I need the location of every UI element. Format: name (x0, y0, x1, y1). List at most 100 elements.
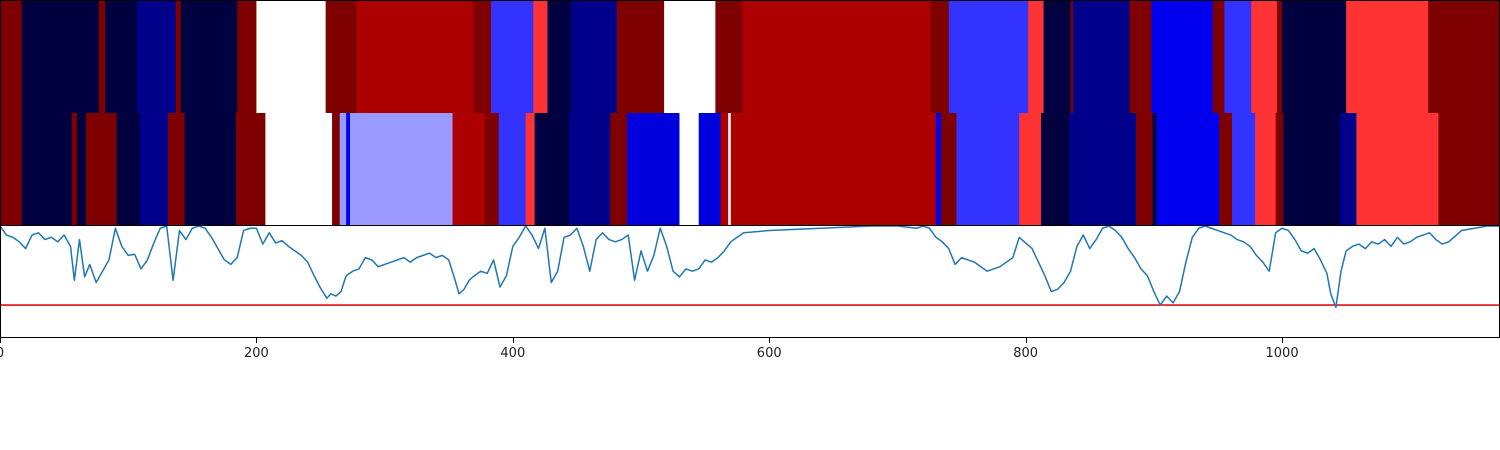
x-axis: 0 200 400 600 800 1000 (0, 338, 1500, 368)
band-top-segment-2 (98, 0, 106, 113)
x-tick-mark (0, 338, 1, 343)
band-top-segment-9 (325, 0, 357, 113)
x-tick-label: 600 (756, 346, 782, 361)
band-mid-segment-2 (71, 113, 78, 225)
band-top-segment-29 (1224, 0, 1252, 113)
band-mid-segment-11 (265, 113, 333, 225)
band-mid-segment-8 (167, 113, 186, 225)
x-tick-label: 400 (500, 346, 526, 361)
band-mid-segment-42 (1283, 113, 1341, 225)
band-mid-segment-30 (941, 113, 957, 225)
series-line (0, 226, 1500, 309)
band-mid-segment-26 (720, 113, 729, 225)
band-mid-segment-1 (21, 113, 73, 225)
band-top-segment-20 (930, 0, 950, 113)
band-mid-segment-17 (484, 113, 500, 225)
x-tick-mark (769, 338, 771, 343)
band-mid-segment-39 (1232, 113, 1256, 225)
band-top-segment-18 (715, 0, 743, 113)
band-mid-segment-43 (1339, 113, 1357, 225)
x-tick-label: 200 (243, 346, 269, 361)
band-mid-segment-7 (139, 113, 169, 225)
band-mid-segment-27 (728, 113, 732, 225)
band-top-segment-27 (1151, 0, 1214, 113)
band-mid-segment-29 (935, 113, 942, 225)
band-top-segment-34 (1428, 0, 1500, 113)
x-tick-label: 0 (0, 346, 4, 361)
band-top-segment-23 (1043, 0, 1071, 113)
band-top-segment-13 (533, 0, 548, 113)
band-top-segment-11 (473, 0, 492, 113)
band-top-segment-3 (105, 0, 138, 113)
band-mid-segment-28 (730, 113, 937, 225)
line-panel (0, 225, 1500, 338)
band-mid-segment-33 (1041, 113, 1070, 225)
band-mid-segment-40 (1255, 113, 1277, 225)
band-mid-segment-45 (1438, 113, 1500, 225)
band-mid-segment-14 (346, 113, 351, 225)
band-top-svg (0, 0, 1500, 113)
band-top-segment-19 (742, 0, 932, 113)
band-top-segment-22 (1028, 0, 1044, 113)
band-top-segment-7 (237, 0, 257, 113)
band-mid-segment-19 (525, 113, 536, 225)
band-mid-segment-23 (626, 113, 680, 225)
band-mid-segment-37 (1156, 113, 1220, 225)
band-mid-segment-24 (679, 113, 700, 225)
x-tick-mark (512, 338, 514, 343)
band-top-segment-8 (256, 0, 327, 113)
band-top-segment-31 (1276, 0, 1283, 113)
band-mid-segment-4 (85, 113, 91, 225)
band-mid-segment-15 (350, 113, 453, 225)
band-mid-segment-34 (1069, 113, 1137, 225)
band-top-segment-24 (1070, 0, 1074, 113)
band-mid-segment-16 (452, 113, 486, 225)
band-top-segment-4 (137, 0, 177, 113)
band-mid-segment-38 (1219, 113, 1233, 225)
band-top-segment-32 (1282, 0, 1347, 113)
band-top-segment-17 (664, 0, 716, 113)
band-top-segment-26 (1129, 0, 1152, 113)
x-tick-label: 1000 (1265, 346, 1299, 361)
band-mid-segment-25 (698, 113, 721, 225)
band-top-segment-30 (1251, 0, 1278, 113)
line-panel-svg (0, 226, 1500, 309)
band-top-segment-1 (21, 0, 100, 113)
band-top-segment-10 (356, 0, 474, 113)
band-mid-segment-35 (1135, 113, 1153, 225)
band-mid-segment-36 (1152, 113, 1157, 225)
band-top-segment-33 (1346, 0, 1429, 113)
band-mid-segment-12 (332, 113, 341, 225)
band-mid-segment-44 (1356, 113, 1439, 225)
band-mid-segment-18 (498, 113, 527, 225)
band-mid-segment-21 (569, 113, 611, 225)
band-top-segment-5 (175, 0, 182, 113)
band-mid-segment-6 (116, 113, 141, 225)
band-top-segment-15 (570, 0, 618, 113)
band-mid (0, 113, 1500, 225)
band-top-segment-6 (180, 0, 238, 113)
band-top-segment-12 (491, 0, 534, 113)
x-tick-mark (256, 338, 258, 343)
band-top-segment-25 (1073, 0, 1130, 113)
band-mid-segment-32 (1019, 113, 1042, 225)
x-tick-mark (1282, 338, 1284, 343)
band-mid-segment-20 (534, 113, 570, 225)
band-mid-segment-13 (339, 113, 347, 225)
band-top-segment-28 (1212, 0, 1225, 113)
band-mid-segment-3 (76, 113, 87, 225)
band-mid-segment-41 (1275, 113, 1284, 225)
band-mid-segment-31 (956, 113, 1020, 225)
band-mid-segment-5 (89, 113, 118, 225)
band-top (0, 0, 1500, 113)
band-top-segment-21 (948, 0, 1029, 113)
band-top-segment-0 (0, 0, 23, 113)
band-top-segment-16 (616, 0, 665, 113)
x-tick-label: 800 (1013, 346, 1039, 361)
band-mid-segment-22 (610, 113, 628, 225)
x-tick-mark (1025, 338, 1027, 343)
band-mid-svg (0, 113, 1500, 225)
band-mid-segment-9 (184, 113, 237, 225)
band-mid-segment-0 (0, 113, 23, 225)
